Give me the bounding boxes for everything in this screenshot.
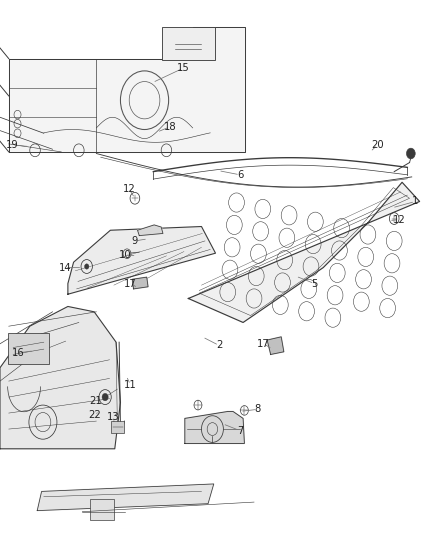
Text: 5: 5 bbox=[311, 279, 318, 288]
Polygon shape bbox=[185, 411, 244, 443]
Polygon shape bbox=[37, 484, 214, 511]
Text: 1: 1 bbox=[412, 197, 418, 206]
Polygon shape bbox=[188, 182, 420, 322]
Polygon shape bbox=[9, 27, 245, 152]
Text: 11: 11 bbox=[124, 380, 137, 390]
Text: 7: 7 bbox=[237, 426, 243, 435]
Polygon shape bbox=[138, 225, 163, 236]
Bar bbox=[162, 27, 215, 60]
Text: 18: 18 bbox=[164, 122, 176, 132]
Circle shape bbox=[406, 148, 415, 159]
Text: 19: 19 bbox=[6, 140, 19, 150]
Text: 17: 17 bbox=[124, 279, 137, 288]
Text: 2: 2 bbox=[216, 341, 222, 350]
Bar bbox=[8, 333, 49, 364]
Circle shape bbox=[85, 264, 89, 269]
Bar bbox=[90, 499, 114, 520]
Polygon shape bbox=[267, 337, 284, 354]
Text: 13: 13 bbox=[107, 412, 119, 422]
Text: 16: 16 bbox=[12, 348, 25, 358]
Text: 15: 15 bbox=[177, 63, 190, 73]
Text: 10: 10 bbox=[119, 250, 131, 260]
Text: 21: 21 bbox=[89, 396, 102, 406]
Polygon shape bbox=[0, 306, 120, 449]
Text: 12: 12 bbox=[123, 184, 136, 194]
Text: 12: 12 bbox=[393, 215, 406, 224]
Polygon shape bbox=[132, 277, 148, 289]
Text: 22: 22 bbox=[88, 410, 101, 419]
Text: 20: 20 bbox=[371, 140, 384, 150]
Text: 8: 8 bbox=[254, 405, 261, 414]
Text: 6: 6 bbox=[237, 170, 243, 180]
Bar bbox=[111, 421, 124, 433]
Polygon shape bbox=[68, 227, 215, 294]
Text: 9: 9 bbox=[132, 236, 138, 246]
Text: 17: 17 bbox=[257, 339, 270, 349]
Text: 14: 14 bbox=[59, 263, 71, 272]
Circle shape bbox=[102, 393, 108, 401]
